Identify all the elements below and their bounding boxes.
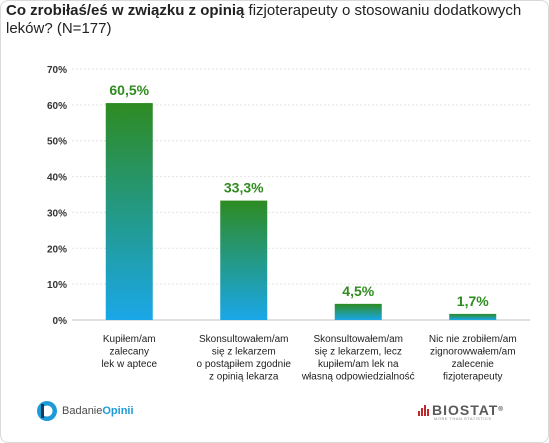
category-label: zalecany [110, 347, 149, 358]
chart-title: Co zrobiłaś/eś w związku z opinią fizjot… [6, 2, 536, 38]
biostat-registered-mark: ® [498, 407, 503, 413]
bar-value-label: 1,7% [457, 293, 489, 309]
y-tick-label: 20% [47, 244, 67, 255]
bar-value-label: 60,5% [109, 82, 149, 98]
y-tick-label: 70% [47, 65, 67, 76]
category-label: kupiłem/am lek na [318, 359, 399, 370]
category-label: zalecenie [452, 359, 495, 370]
badanie-opinii-logo: BadanieOpinii [36, 400, 134, 422]
biostat-tagline: MORE THAN STATISTICS [434, 416, 492, 421]
brand-left-bold: Opinii [102, 405, 134, 417]
y-tick-label: 40% [47, 173, 67, 184]
bar [334, 303, 382, 320]
bar [449, 313, 497, 320]
biostat-bars-icon [418, 405, 429, 416]
title-bold: Co zrobiłaś/eś w związku z opinią [6, 2, 245, 19]
category-label: z opinią lekarza [209, 372, 279, 383]
title-rest: fizjoterapeuty o stosowaniu dodatkowych … [6, 2, 522, 37]
category-label: Skonsultowałem/am [199, 334, 288, 345]
category-label: o postąpiłem zgodnie [196, 359, 291, 370]
y-tick-label: 60% [47, 101, 67, 112]
category-label: Skonsultowałem/am [314, 334, 403, 345]
bar-value-label: 4,5% [342, 283, 374, 299]
y-tick-label: 10% [47, 280, 67, 291]
bar [105, 103, 153, 320]
y-tick-label: 50% [47, 137, 67, 148]
y-tick-label: 30% [47, 208, 67, 219]
category-label: się z lekarzem [212, 347, 276, 358]
category-label: lek w aptece [101, 359, 157, 370]
bar-value-label: 33,3% [224, 180, 264, 196]
biostat-wordmark: BIOSTAT [432, 402, 499, 418]
biostat-logo: BIOSTAT ® MORE THAN STATISTICS [418, 402, 503, 421]
bar [220, 200, 268, 320]
category-label: własną odpowiedzialność [301, 372, 415, 383]
category-label: fizjoterapeuty [443, 372, 502, 383]
category-label: się z lekarzem, lecz [315, 347, 402, 358]
y-tick-label: 0% [53, 316, 68, 327]
category-label: Kupiłem/am [103, 334, 156, 345]
badanie-opinii-icon [37, 401, 57, 421]
brand-left-light: Badanie [62, 405, 103, 417]
category-label: Nic nie zrobiłem/am [429, 334, 517, 345]
category-label: zignorowwałem/am [430, 347, 516, 358]
